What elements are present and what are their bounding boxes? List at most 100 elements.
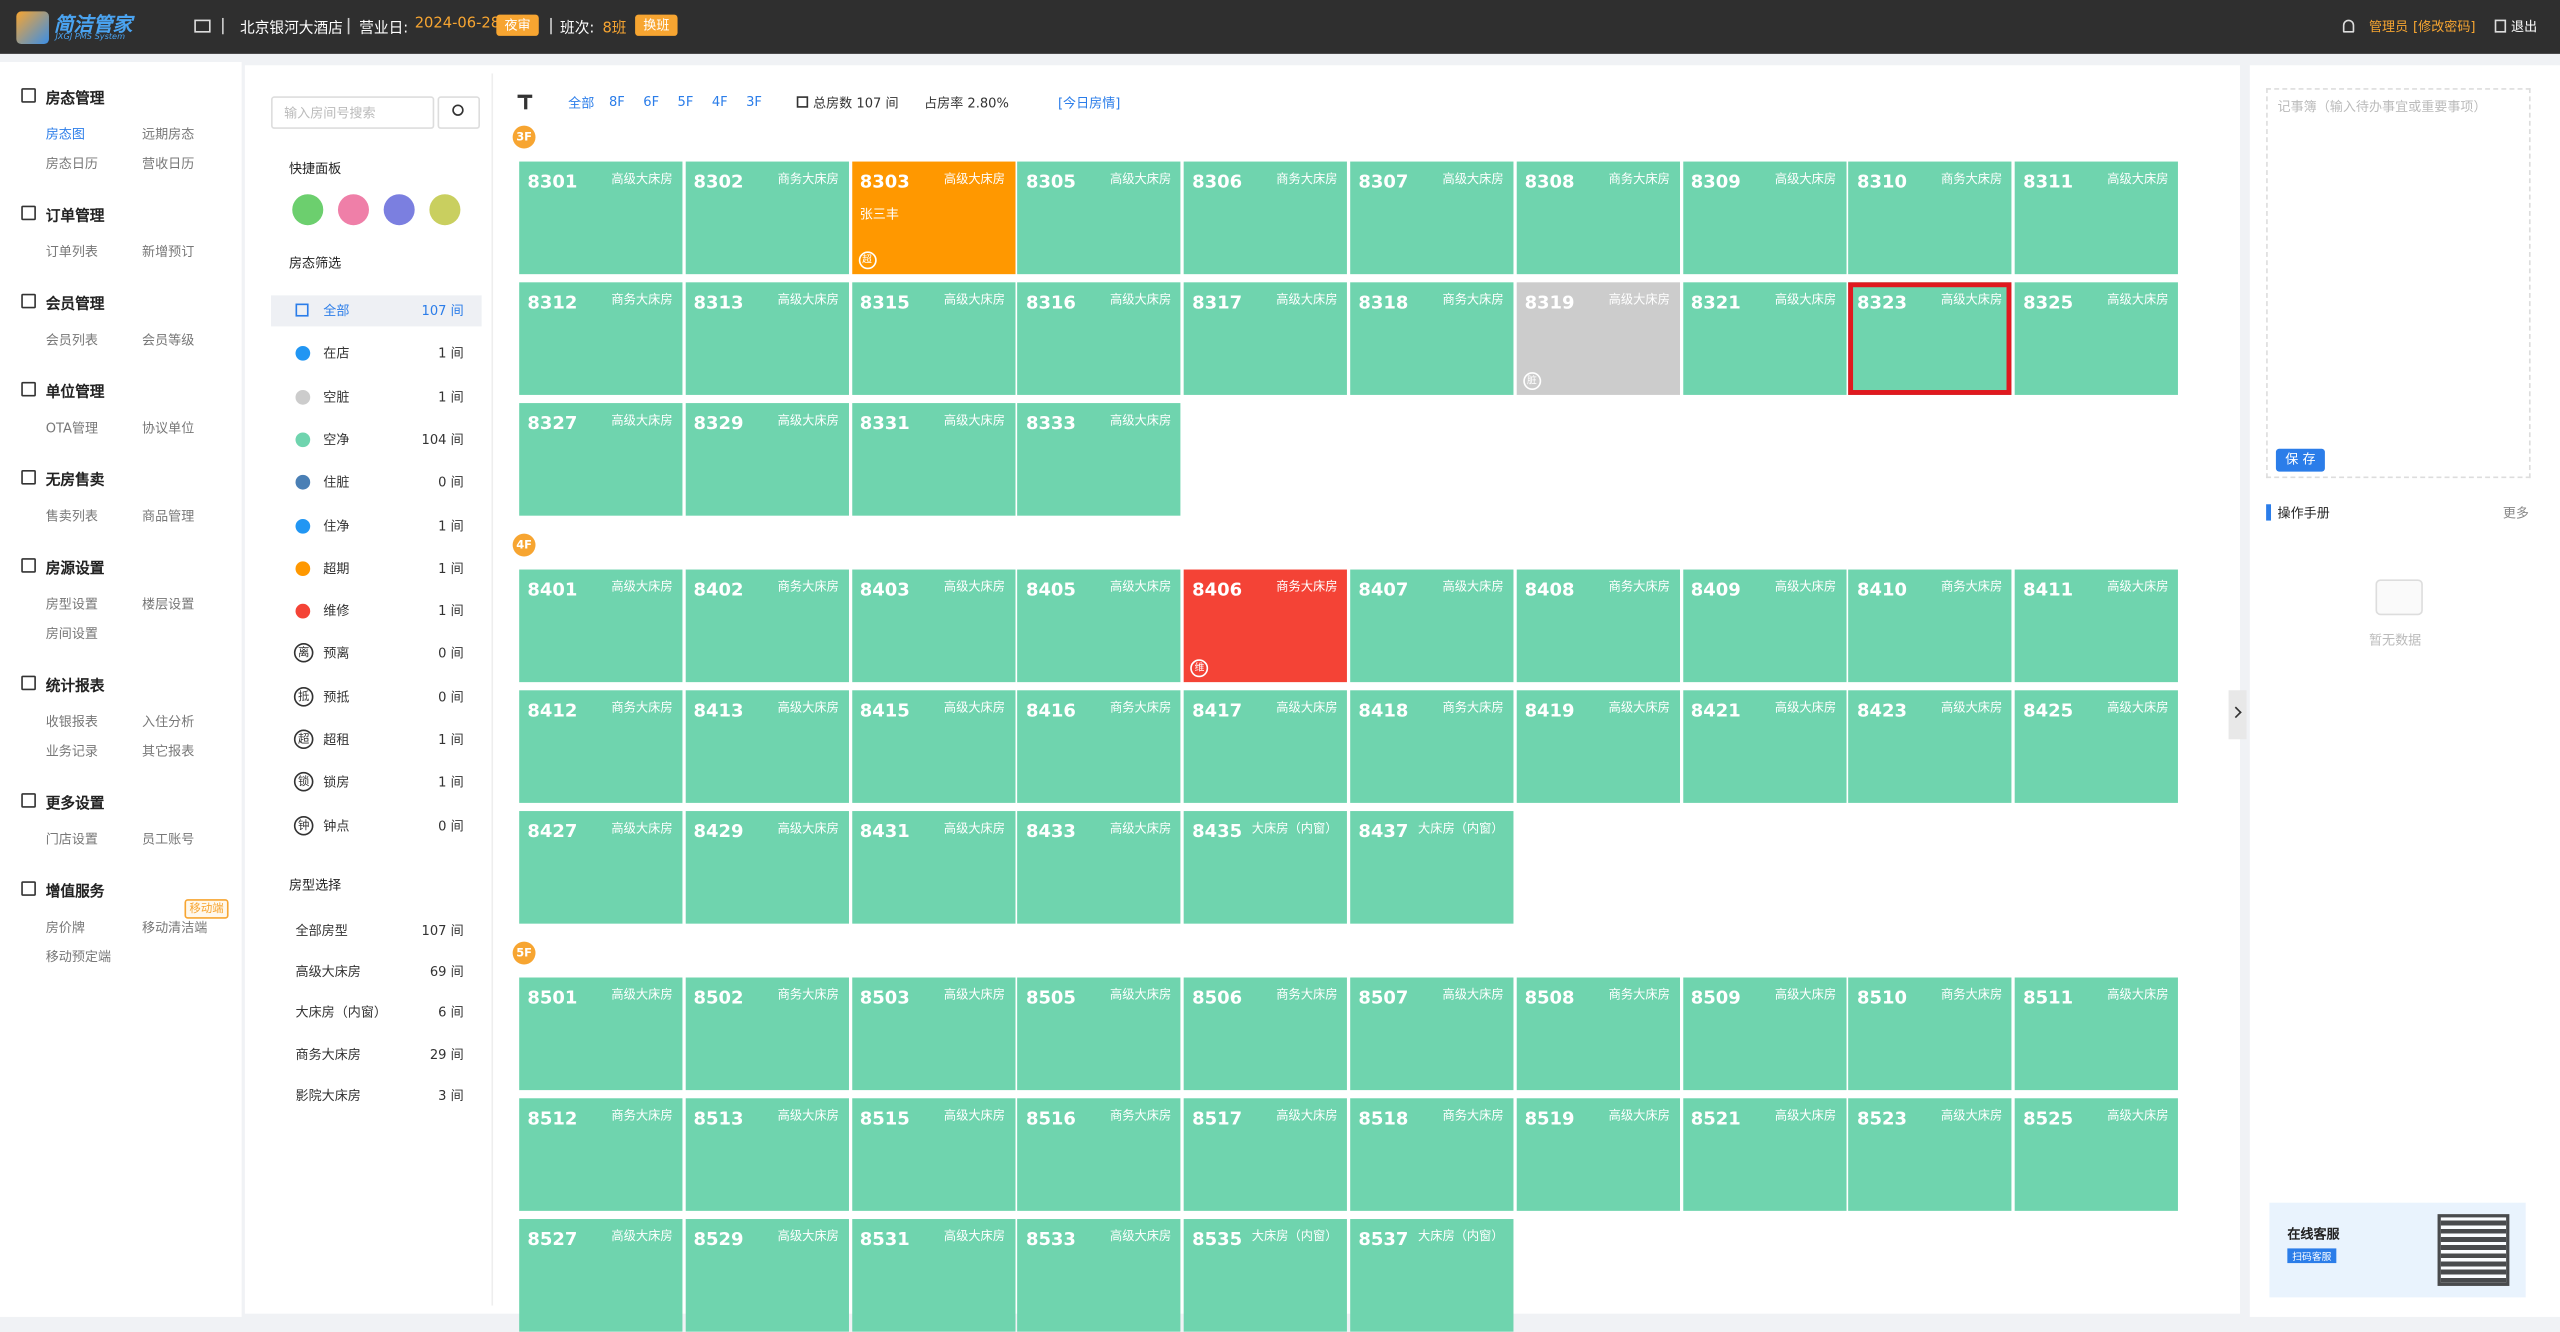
nav-item[interactable]: 移动清洁端 — [142, 920, 208, 936]
nav-item[interactable]: 售卖列表 — [45, 509, 98, 524]
room-tile[interactable]: 8525 高级大床房 — [2014, 1098, 2179, 1211]
room-tile[interactable]: 8429 高级大床房 — [685, 811, 849, 924]
type-label[interactable]: 全部房型 — [295, 923, 348, 939]
room-tile[interactable]: 8508 商务大床房 — [1516, 977, 1680, 1091]
nav-item[interactable]: 会员列表 — [45, 332, 98, 348]
more-link[interactable]: 更多 — [2502, 505, 2529, 521]
room-tile[interactable]: 8306 商务大床房 — [1183, 161, 1348, 275]
room-tile[interactable]: 8303 高级大床房 张三丰超 — [851, 161, 1015, 275]
room-tile[interactable]: 8427 高级大床房 — [519, 811, 683, 924]
room-tile[interactable]: 8333 高级大床房 — [1017, 403, 1182, 516]
room-tile[interactable]: 8535 大床房（内窗） — [1183, 1219, 1348, 1332]
nav-item[interactable]: 协议单位 — [142, 421, 195, 436]
nav-item[interactable]: 房价牌 — [45, 920, 85, 936]
nav-section-title[interactable]: 会员管理 — [45, 297, 105, 314]
nav-section-title[interactable]: 无房售卖 — [45, 473, 105, 490]
room-tile[interactable]: 8418 商务大床房 — [1350, 690, 1514, 803]
notes-textarea[interactable]: 记事簿（输入待办事宜或重要事项） — [2266, 88, 2531, 479]
service-sub[interactable]: 扫码客服 — [2287, 1248, 2337, 1264]
type-label[interactable]: 高级大床房 — [295, 964, 361, 980]
search-input[interactable]: 输入房间号搜索 — [271, 96, 435, 129]
room-tile[interactable]: 8412 商务大床房 — [519, 690, 683, 803]
floor-tab[interactable]: 5F — [677, 94, 694, 110]
nav-item[interactable]: 订单列表 — [45, 244, 98, 260]
room-tile[interactable]: 8408 商务大床房 — [1516, 569, 1680, 683]
room-tile[interactable]: 8407 高级大床房 — [1350, 569, 1514, 683]
nav-item[interactable]: 收银报表 — [45, 714, 98, 730]
status-label[interactable]: 空脏 — [323, 389, 350, 405]
status-label[interactable]: 在店 — [323, 346, 350, 362]
room-tile[interactable]: 8515 高级大床房 — [851, 1098, 1015, 1211]
room-tile[interactable]: 8402 商务大床房 — [685, 569, 849, 683]
status-label[interactable]: 预离 — [323, 646, 350, 662]
room-tile[interactable]: 8529 高级大床房 — [685, 1219, 849, 1332]
nav-section-title[interactable]: 更多设置 — [45, 796, 105, 813]
room-tile[interactable]: 8331 高级大床房 — [851, 403, 1015, 516]
today-link[interactable]: [今日房情] — [1057, 96, 1121, 111]
search-button[interactable] — [437, 96, 480, 129]
nav-section-title[interactable]: 房态管理 — [45, 91, 105, 108]
status-label[interactable]: 超租 — [323, 732, 350, 748]
nav-item[interactable]: 移动预定端 — [45, 949, 112, 965]
room-tile[interactable]: 8403 高级大床房 — [851, 569, 1015, 683]
logout[interactable]: 退出 — [2511, 19, 2538, 35]
room-tile[interactable]: 8419 高级大床房 — [1516, 690, 1680, 803]
room-tile[interactable]: 8516 商务大床房 — [1017, 1098, 1182, 1211]
nav-item[interactable]: OTA管理 — [45, 421, 99, 436]
room-tile[interactable]: 8501 高级大床房 — [519, 977, 683, 1091]
nav-section-title[interactable]: 单位管理 — [45, 385, 105, 402]
room-tile[interactable]: 8325 高级大床房 — [2014, 282, 2179, 395]
room-tile[interactable]: 8413 高级大床房 — [685, 690, 849, 803]
nav-item[interactable]: 楼层设置 — [142, 597, 195, 612]
room-tile[interactable]: 8318 商务大床房 — [1350, 282, 1514, 395]
room-tile[interactable]: 8312 商务大床房 — [519, 282, 683, 395]
quick-button[interactable] — [337, 194, 369, 226]
nav-section-title[interactable]: 订单管理 — [45, 208, 105, 226]
quick-button[interactable] — [429, 194, 461, 226]
room-tile[interactable]: 8537 大床房（内窗） — [1350, 1219, 1514, 1332]
room-tile[interactable]: 8518 商务大床房 — [1350, 1098, 1514, 1211]
nav-item[interactable]: 门店设置 — [45, 832, 98, 847]
room-tile[interactable]: 8503 高级大床房 — [851, 977, 1015, 1091]
nav-item[interactable]: 房型设置 — [45, 597, 98, 612]
room-tile[interactable]: 8523 高级大床房 — [1848, 1098, 2013, 1211]
type-label[interactable]: 大床房（内窗） — [295, 1005, 387, 1021]
room-tile[interactable]: 8321 高级大床房 — [1682, 282, 1846, 395]
room-tile[interactable]: 8409 高级大床房 — [1682, 569, 1846, 683]
room-tile[interactable]: 8307 高级大床房 — [1350, 161, 1514, 275]
room-tile[interactable]: 8517 高级大床房 — [1183, 1098, 1348, 1211]
room-tile[interactable]: 8311 高级大床房 — [2014, 161, 2179, 275]
status-label[interactable]: 钟点 — [323, 818, 350, 834]
room-tile[interactable]: 8310 商务大床房 — [1848, 161, 2013, 275]
status-label[interactable]: 全部 — [323, 303, 350, 319]
room-tile[interactable]: 8305 高级大床房 — [1017, 161, 1182, 275]
room-tile[interactable]: 8527 高级大床房 — [519, 1219, 683, 1332]
room-tile[interactable]: 8327 高级大床房 — [519, 403, 683, 516]
room-tile[interactable]: 8329 高级大床房 — [685, 403, 849, 516]
room-tile[interactable]: 8406 商务大床房维 — [1183, 569, 1348, 683]
status-label[interactable]: 住脏 — [323, 475, 350, 490]
room-tile[interactable]: 8519 高级大床房 — [1516, 1098, 1680, 1211]
room-tile[interactable]: 8521 高级大床房 — [1682, 1098, 1846, 1211]
nav-item[interactable]: 商品管理 — [142, 509, 195, 524]
save-button[interactable]: 保 存 — [2275, 448, 2325, 472]
room-tile[interactable]: 8533 高级大床房 — [1017, 1219, 1182, 1332]
status-label[interactable]: 空净 — [323, 432, 350, 447]
room-tile[interactable]: 8411 高级大床房 — [2014, 569, 2179, 683]
floor-tab[interactable]: 8F — [608, 94, 625, 110]
status-label[interactable]: 维修 — [323, 603, 350, 619]
room-tile[interactable]: 8308 商务大床房 — [1516, 161, 1680, 275]
nav-item[interactable]: 业务记录 — [45, 744, 98, 759]
collapse-handle[interactable] — [2228, 690, 2247, 740]
nav-item[interactable]: 新增预订 — [142, 244, 195, 260]
room-tile[interactable]: 8433 高级大床房 — [1017, 811, 1182, 924]
nav-item[interactable]: 会员等级 — [142, 332, 195, 348]
room-tile[interactable]: 8435 大床房（内窗） — [1183, 811, 1348, 924]
nav-item[interactable]: 员工账号 — [142, 832, 195, 847]
room-tile[interactable]: 8512 商务大床房 — [519, 1098, 683, 1211]
nav-section-title[interactable]: 增值服务 — [45, 884, 105, 901]
room-tile[interactable]: 8316 高级大床房 — [1017, 282, 1182, 395]
night-audit-button[interactable]: 夜审 — [496, 14, 539, 36]
floor-tab[interactable]: 全部 — [568, 96, 595, 111]
change-password[interactable]: [修改密码] — [2413, 19, 2476, 35]
